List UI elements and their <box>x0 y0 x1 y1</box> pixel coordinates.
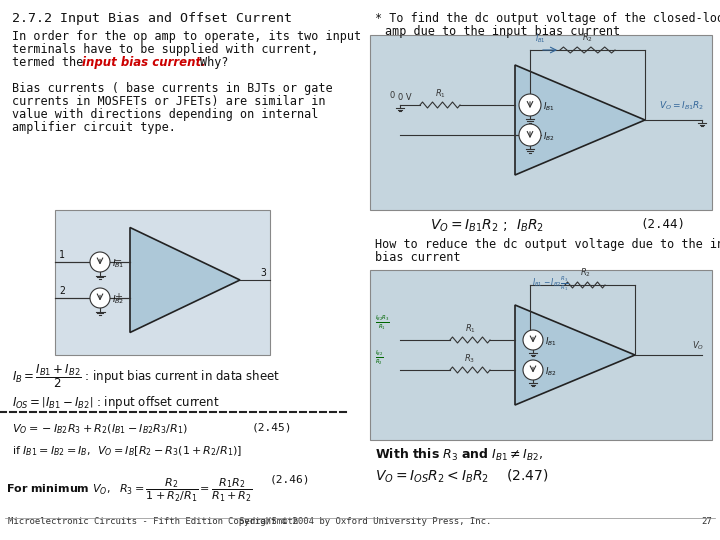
Bar <box>55 210 270 355</box>
Text: $V_O = I_{B1}R_2$: $V_O = I_{B1}R_2$ <box>659 99 704 112</box>
Text: $V_O$: $V_O$ <box>692 340 704 352</box>
Text: Why?: Why? <box>200 56 228 69</box>
Text: 1: 1 <box>59 250 65 260</box>
Text: 0 V: 0 V <box>398 93 412 102</box>
Text: (2.46): (2.46) <box>270 474 310 484</box>
Text: $I_{OS} = \left|I_{B1} - I_{B2}\right|$ : input offset current: $I_{OS} = \left|I_{B1} - I_{B2}\right|$ … <box>12 394 220 411</box>
Text: 27: 27 <box>701 517 712 526</box>
Text: input bias current.: input bias current. <box>82 56 206 69</box>
Bar <box>370 35 712 210</box>
Text: amplifier circuit type.: amplifier circuit type. <box>12 121 176 134</box>
Text: if $I_{B1} = I_{B2} = I_B$,  $V_O = I_B\left[R_2 - R_3(1 + R_2 / R_1)\right]$: if $I_{B1} = I_{B2} = I_B$, $V_O = I_B\l… <box>12 444 243 458</box>
Text: In order for the op amp to operate, its two input: In order for the op amp to operate, its … <box>12 30 361 43</box>
Text: $R_1$: $R_1$ <box>435 87 446 100</box>
Bar <box>370 270 712 440</box>
Text: $R_3$: $R_3$ <box>464 353 476 365</box>
Text: $I_{B1}$: $I_{B1}$ <box>545 336 557 348</box>
Text: $\frac{I_{B2}}{R_2}$: $\frac{I_{B2}}{R_2}$ <box>375 349 384 367</box>
Text: $R_2$: $R_2$ <box>580 267 590 279</box>
Text: $I_{B1} - I_{B2}\frac{R_3}{R_1}$: $I_{B1} - I_{B2}\frac{R_3}{R_1}$ <box>531 275 568 293</box>
Circle shape <box>523 330 543 350</box>
Text: 2: 2 <box>59 286 65 296</box>
Text: $I_{B2}$: $I_{B2}$ <box>112 294 125 306</box>
Text: $I_{B2}$: $I_{B2}$ <box>545 366 557 378</box>
Circle shape <box>519 94 541 116</box>
Circle shape <box>90 252 110 272</box>
Text: 0: 0 <box>390 91 395 100</box>
Text: (2.44): (2.44) <box>640 218 685 231</box>
Circle shape <box>523 360 543 380</box>
Text: 2.7.2 Input Bias and Offset Current: 2.7.2 Input Bias and Offset Current <box>12 12 292 25</box>
Polygon shape <box>515 65 645 175</box>
Text: termed the: termed the <box>12 56 91 69</box>
Text: Bias currents ( base currents in BJTs or gate: Bias currents ( base currents in BJTs or… <box>12 82 333 95</box>
Text: $I_B = \dfrac{I_{B1} + I_{B2}}{2}$ : input bias current in data sheet: $I_B = \dfrac{I_{B1} + I_{B2}}{2}$ : inp… <box>12 362 280 390</box>
Text: −: − <box>114 256 122 266</box>
Text: (2.45): (2.45) <box>252 422 292 432</box>
Text: $R_1$: $R_1$ <box>464 322 475 335</box>
Text: value with directions depending on internal: value with directions depending on inter… <box>12 108 318 121</box>
Polygon shape <box>515 305 635 405</box>
Text: $\mathbf{With\ this}\ R_3\ \mathbf{and}\ I_{B1} \neq I_{B2},$: $\mathbf{With\ this}\ R_3\ \mathbf{and}\… <box>375 447 543 463</box>
Text: $\frac{I_{B2}R_3}{R_1}$: $\frac{I_{B2}R_3}{R_1}$ <box>375 314 390 332</box>
Text: currents in MOSFETs or JFETs) are similar in: currents in MOSFETs or JFETs) are simila… <box>12 95 325 108</box>
Text: $\mathbf{For\ minimum}\ V_O,\ \ R_3 = \dfrac{R_2}{1 + R_2/R_1} = \dfrac{R_1 R_2}: $\mathbf{For\ minimum}\ V_O,\ \ R_3 = \d… <box>6 477 253 504</box>
Text: $V_O = -I_{B2}R_3 + R_2(I_{B1} - I_{B2}R_3 / R_1)$: $V_O = -I_{B2}R_3 + R_2(I_{B1} - I_{B2}R… <box>12 422 188 436</box>
Text: $V_O = I_{OS}R_2 < I_BR_2$    (2.47): $V_O = I_{OS}R_2 < I_BR_2$ (2.47) <box>375 468 549 485</box>
Text: $I_{B1}$: $I_{B1}$ <box>535 32 545 45</box>
Text: $R_2$: $R_2$ <box>582 31 593 44</box>
Polygon shape <box>130 227 240 333</box>
Text: $I_{B1}$: $I_{B1}$ <box>112 258 125 270</box>
Circle shape <box>90 288 110 308</box>
Text: * To find the dc output voltage of the closed-loop: * To find the dc output voltage of the c… <box>375 12 720 25</box>
Text: terminals have to be supplied with current,: terminals have to be supplied with curre… <box>12 43 318 56</box>
Text: amp due to the input bias current: amp due to the input bias current <box>385 25 620 38</box>
Text: $I_{B1}$: $I_{B1}$ <box>543 101 554 113</box>
Text: Microelectronic Circuits - Fifth Edition   Sedra/Smith: Microelectronic Circuits - Fifth Edition… <box>8 517 298 526</box>
Text: $I_{B2}$: $I_{B2}$ <box>543 131 554 143</box>
Text: +: + <box>114 292 122 302</box>
Text: bias current: bias current <box>375 251 461 264</box>
Text: Copyright © 2004 by Oxford University Press, Inc.: Copyright © 2004 by Oxford University Pr… <box>228 517 492 526</box>
Text: How to reduce the dc output voltage due to the input: How to reduce the dc output voltage due … <box>375 238 720 251</box>
Circle shape <box>519 124 541 146</box>
Text: 3: 3 <box>260 268 266 278</box>
Text: $V_O = I_{B1}R_2$ ;  $I_B R_2$: $V_O = I_{B1}R_2$ ; $I_B R_2$ <box>430 218 544 234</box>
